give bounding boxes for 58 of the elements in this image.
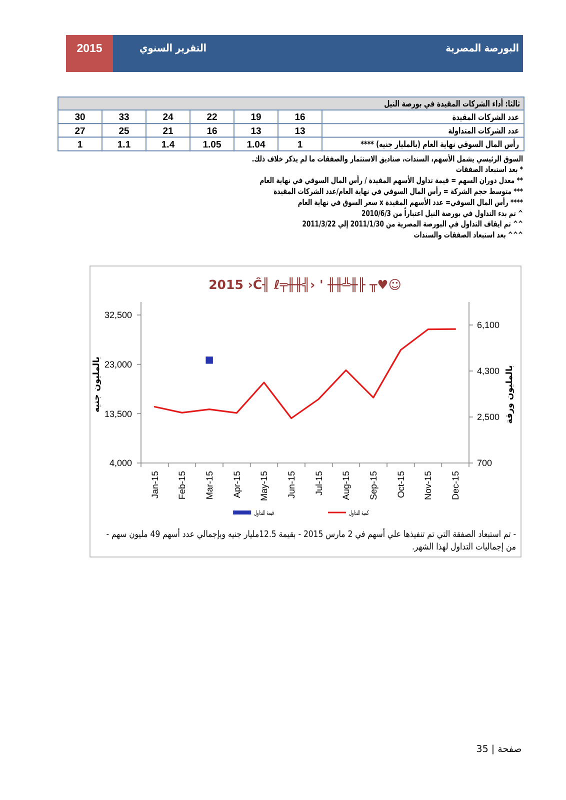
y2-tick-label: 4,300 (477, 366, 500, 376)
y-tick-label: عدد الشركات المتداولة (448, 126, 519, 136)
data-label: 30 (74, 112, 86, 124)
y2-axis-title: بالمليون ورقة (505, 365, 515, 424)
data-label: 1.05 (202, 139, 222, 150)
x-tick-label: May-15 (259, 471, 270, 502)
data-label: 27 (74, 126, 86, 137)
data-label: 13 (250, 126, 262, 137)
text: ** معدل دوران السهم = قيمة تداول الأسهم المقيدة / رأس المال السوقي في نهاية العام (260, 174, 524, 186)
text: السوق الرئيسي يشمل الأسهم، السندات، صناديق الاستثمار والصفقات ما لم يذكر خلاف ذلك. (252, 153, 523, 164)
x-tick-label: Aug-15 (341, 471, 352, 500)
text: ^^^ بعد استبعاد الصفقات والسندات (414, 230, 524, 240)
x-tick-label: Apr-15 (232, 471, 242, 498)
y2-tick-label: 2,500 (477, 412, 500, 422)
x-tick-label: Jan-15 (150, 471, 160, 499)
chart-title: 2015 ›Ĉ╢ ℓ╤╫╫╣› ' ╫╫╩╫╟ ╥♥☺ (208, 277, 402, 293)
y2-tick-label: 6,100 (477, 320, 500, 330)
data-label: 22 (206, 112, 218, 124)
text: التقرير السنوي (140, 42, 206, 55)
x-tick-label: Oct-15 (396, 471, 406, 498)
y-tick-label: عدد الشركات المقيدة (452, 112, 519, 122)
text: صفحة | 35 (476, 744, 522, 755)
text: 2015 (76, 43, 103, 55)
data-label: 24 (162, 112, 174, 124)
data-label: 1.4 (161, 139, 176, 150)
data-label: 19 (250, 112, 262, 124)
data-label: 1 (77, 139, 84, 150)
y-tick-label: رأس المال السوقي نهاية العام (بالمليار جنيه) **** (360, 138, 519, 150)
x-tick-label: Mar-15 (204, 471, 215, 500)
x-tick-label: Dec-15 (450, 471, 461, 500)
data-label: 16 (294, 112, 306, 124)
text: البورصة المصرية (446, 42, 519, 55)
y-tick-label: 32,500 (104, 310, 132, 320)
x-tick-label: Jul-15 (314, 471, 324, 496)
data-label: 33 (118, 112, 130, 124)
text: **** رأس المال السوقي= عدد الأسهم المقيدة x سعر السوق في نهاية العام (298, 196, 524, 208)
data-label: 1.1 (117, 139, 132, 150)
text: *** متوسط حجم الشركة = رأس المال السوقي في نهاية العام/عدد الشركات المقيدة (274, 184, 524, 196)
data-label: 1.04 (246, 139, 266, 150)
text: ثالثا: أداء الشركات المقيدة في بورصة النيل (384, 97, 520, 109)
text: * بعد استبعاد الصفقات (456, 164, 524, 174)
y-tick-label: 23,000 (104, 360, 132, 370)
y-tick-label: 13,500 (104, 408, 132, 419)
x-tick-label: Jun-15 (286, 471, 297, 499)
data-label: 21 (162, 126, 174, 137)
data-label: 13 (294, 126, 306, 137)
data-label: 16 (206, 126, 218, 137)
x-tick-label: Nov-15 (423, 471, 434, 500)
y-axis-title: بالمليون جنيه (92, 356, 102, 412)
text: ^^ تم ايقاف التداول في البورصة المصرية من 2011/1/30 إلي 2011/3/22 (302, 218, 524, 229)
y-tick-label: 4,000 (109, 458, 132, 468)
text: ^ تم بدء التداول في بورصة النيل اعتباراً من 2010/6/3 (362, 207, 524, 218)
y2-tick-label: 700 (477, 458, 492, 468)
data-label: 25 (118, 126, 130, 137)
data-label: 1 (297, 139, 304, 150)
x-tick-label: Sep-15 (368, 471, 379, 500)
x-tick-label: Feb-15 (177, 471, 188, 500)
text: - تم استبعاد الصفقة التي تم تنفيذها علي أسهم في 2 مارس 2015 - بقيمة 12.5مليار جنيه وبإجمالي عدد أسهم 49 مليون سهم - من إجماليات التداول لهذا الشهر. (106, 527, 516, 553)
